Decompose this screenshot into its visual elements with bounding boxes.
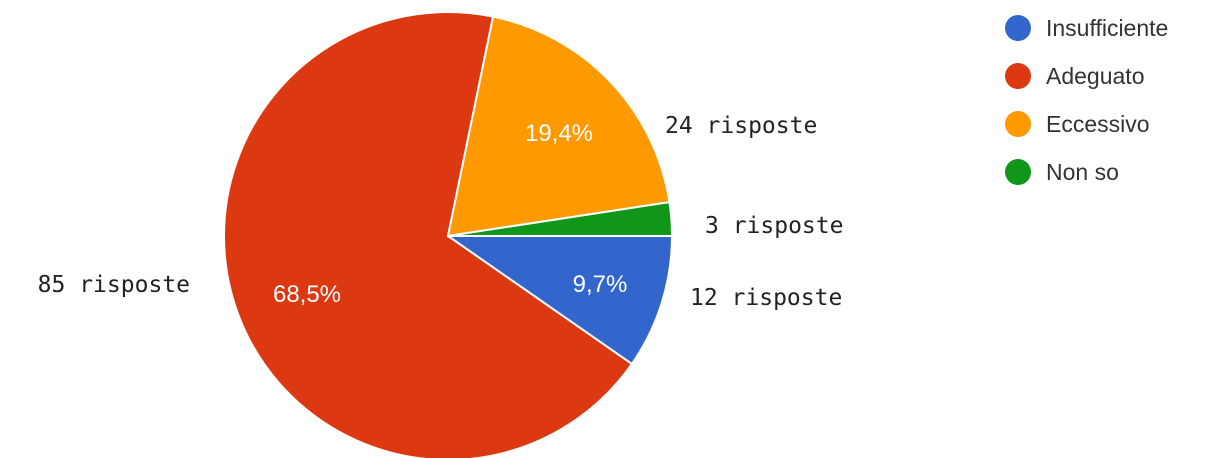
legend-swatch-eccessivo xyxy=(1005,111,1031,137)
count-label-non-so: 3 risposte xyxy=(705,213,843,239)
count-labels: 12 risposte 85 risposte 24 risposte 3 rispo… xyxy=(38,113,844,311)
legend-label-non-so: Non so xyxy=(1046,159,1119,185)
pie-slice-insufficiente[interactable] xyxy=(444,235,674,366)
percent-label-eccessivo: 19,4% xyxy=(525,120,593,147)
legend-swatch-non-so xyxy=(1005,159,1031,185)
legend-item-insufficiente[interactable]: Insufficiente xyxy=(1005,15,1168,41)
legend: Insufficiente Adeguato Eccessivo Non so xyxy=(1005,15,1168,185)
count-label-adeguato: 85 risposte xyxy=(38,272,190,298)
percent-labels: 9,7% 68,5% 19,4% xyxy=(273,120,627,308)
legend-label-eccessivo: Eccessivo xyxy=(1046,111,1150,137)
pie-slice-non-so[interactable] xyxy=(447,200,674,237)
count-label-insufficiente: 12 risposte xyxy=(690,285,842,311)
percent-label-insufficiente: 9,7% xyxy=(573,271,628,298)
pie-slices xyxy=(222,11,674,458)
legend-item-adeguato[interactable]: Adeguato xyxy=(1005,63,1144,89)
legend-item-non-so[interactable]: Non so xyxy=(1005,159,1119,185)
legend-label-adeguato: Adeguato xyxy=(1046,63,1144,89)
legend-swatch-adeguato xyxy=(1005,63,1031,89)
legend-item-eccessivo[interactable]: Eccessivo xyxy=(1005,111,1150,137)
count-label-eccessivo: 24 risposte xyxy=(665,113,817,139)
pie-slice-eccessivo[interactable] xyxy=(446,15,671,238)
pie-slice-adeguato[interactable] xyxy=(222,11,634,458)
legend-label-insufficiente: Insufficiente xyxy=(1046,15,1168,41)
legend-swatch-insufficiente xyxy=(1005,15,1031,41)
percent-label-adeguato: 68,5% xyxy=(273,281,341,308)
